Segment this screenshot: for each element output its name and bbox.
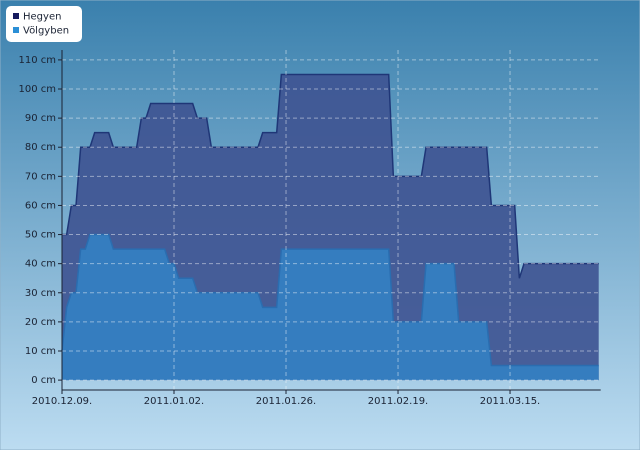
- x-tick-label: 2010.12.09.: [32, 396, 92, 407]
- legend: Hegyen Völgyben: [6, 6, 82, 42]
- legend-swatch: [13, 13, 19, 19]
- y-tick-label: 80 cm: [25, 142, 56, 153]
- y-tick-label: 10 cm: [25, 346, 56, 357]
- area-fill: [62, 234, 599, 381]
- y-tick-label: 110 cm: [18, 55, 56, 66]
- plot-area: 0 cm 10 cm 20 cm 30 cm 40 cm 50 cm 60 cm 70 cm 8…: [18, 50, 601, 407]
- y-tick-label: 50 cm: [25, 230, 56, 241]
- y-tick-label: 100 cm: [18, 84, 56, 95]
- legend-label: Völgyben: [23, 26, 69, 37]
- x-tick-label: 2011.01.26.: [256, 396, 316, 407]
- y-tick-label: 60 cm: [25, 200, 56, 211]
- legend-box: [6, 6, 82, 42]
- y-tick-label: 0 cm: [31, 375, 56, 386]
- y-tick-label: 90 cm: [25, 113, 56, 124]
- y-tick-label: 40 cm: [25, 259, 56, 270]
- y-tick-label: 30 cm: [25, 288, 56, 299]
- series-line: [61, 233, 599, 367]
- x-tick-label: 2011.02.19.: [368, 396, 428, 407]
- legend-swatch: [13, 27, 19, 33]
- legend-label: Hegyen: [23, 12, 61, 23]
- y-tick-label: 70 cm: [25, 171, 56, 182]
- y-tick-label: 20 cm: [25, 317, 56, 328]
- x-tick-label: 2011.01.02.: [144, 396, 204, 407]
- x-tick-label: 2011.03.15.: [480, 396, 540, 407]
- series-line: [62, 73, 599, 279]
